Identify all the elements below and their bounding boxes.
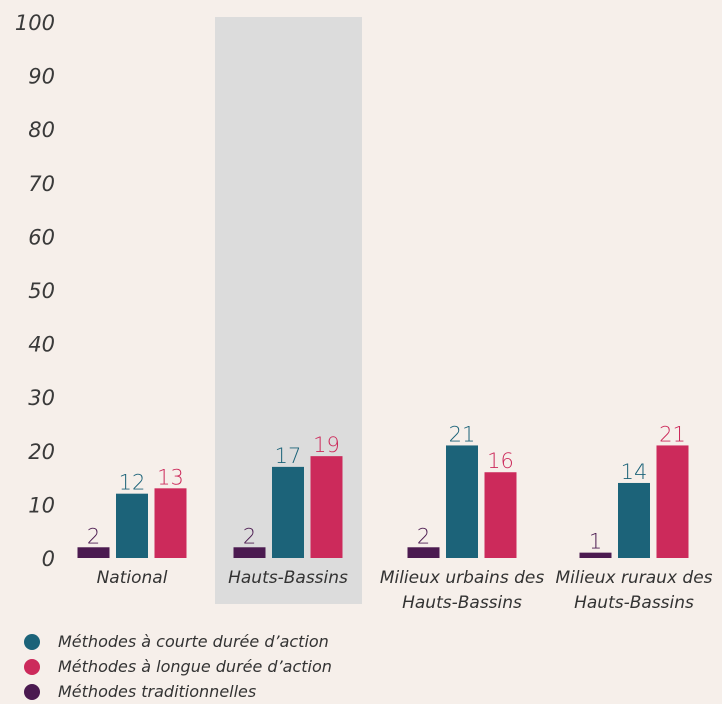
x-tick-label: Hauts-Bassins — [228, 568, 348, 588]
y-tick-label: 0 — [42, 547, 55, 571]
value-label: 12 — [119, 471, 146, 495]
legend-item: Méthodes à courte durée d’action — [24, 632, 329, 651]
bar — [407, 547, 440, 558]
bar — [656, 445, 689, 558]
y-tick-label: 60 — [28, 225, 55, 249]
value-label: 2 — [243, 524, 256, 548]
value-label: 19 — [313, 433, 340, 457]
value-label: 16 — [487, 449, 514, 473]
x-tick-label: National — [96, 568, 168, 588]
bar — [484, 472, 517, 558]
y-tick-label: 80 — [28, 118, 55, 142]
y-tick-label: 10 — [28, 493, 55, 517]
legend-label: Méthodes à longue durée d’action — [58, 657, 332, 676]
y-tick-label: 50 — [28, 279, 55, 303]
value-label: 2 — [417, 524, 430, 548]
y-tick-label: 70 — [28, 172, 55, 196]
bar — [77, 547, 110, 558]
value-label: 17 — [275, 444, 302, 468]
value-label: 14 — [621, 460, 648, 484]
y-tick-label: 30 — [28, 386, 55, 410]
bar — [579, 552, 612, 558]
bar — [233, 547, 266, 558]
legend-label: Méthodes traditionnelles — [58, 682, 257, 701]
value-label: 2 — [87, 524, 100, 548]
value-label: 21 — [659, 422, 686, 446]
legend-swatch — [24, 683, 40, 700]
bar — [272, 466, 304, 558]
y-tick-label: 20 — [28, 440, 55, 464]
legend-item: Méthodes traditionnelles — [24, 682, 256, 701]
legend-swatch — [24, 633, 40, 650]
x-tick-label: Milieux ruraux des Hauts-Bassins — [555, 568, 713, 613]
value-label: 1 — [589, 530, 602, 554]
y-tick-label: 40 — [28, 333, 55, 357]
y-tick-label: 100 — [15, 11, 55, 35]
bar — [446, 445, 478, 558]
y-tick-label: 90 — [28, 65, 55, 89]
bar — [116, 493, 148, 558]
value-label: 13 — [157, 465, 184, 489]
legend-item: Méthodes à longue durée d’action — [24, 657, 332, 676]
bar — [154, 488, 187, 558]
bar — [310, 456, 343, 558]
value-label: 21 — [449, 422, 476, 446]
legend-swatch — [24, 658, 40, 675]
legend-label: Méthodes à courte durée d’action — [58, 632, 329, 651]
bar — [618, 482, 650, 558]
x-tick-label: Milieux urbains des Hauts-Bassins — [379, 568, 545, 613]
